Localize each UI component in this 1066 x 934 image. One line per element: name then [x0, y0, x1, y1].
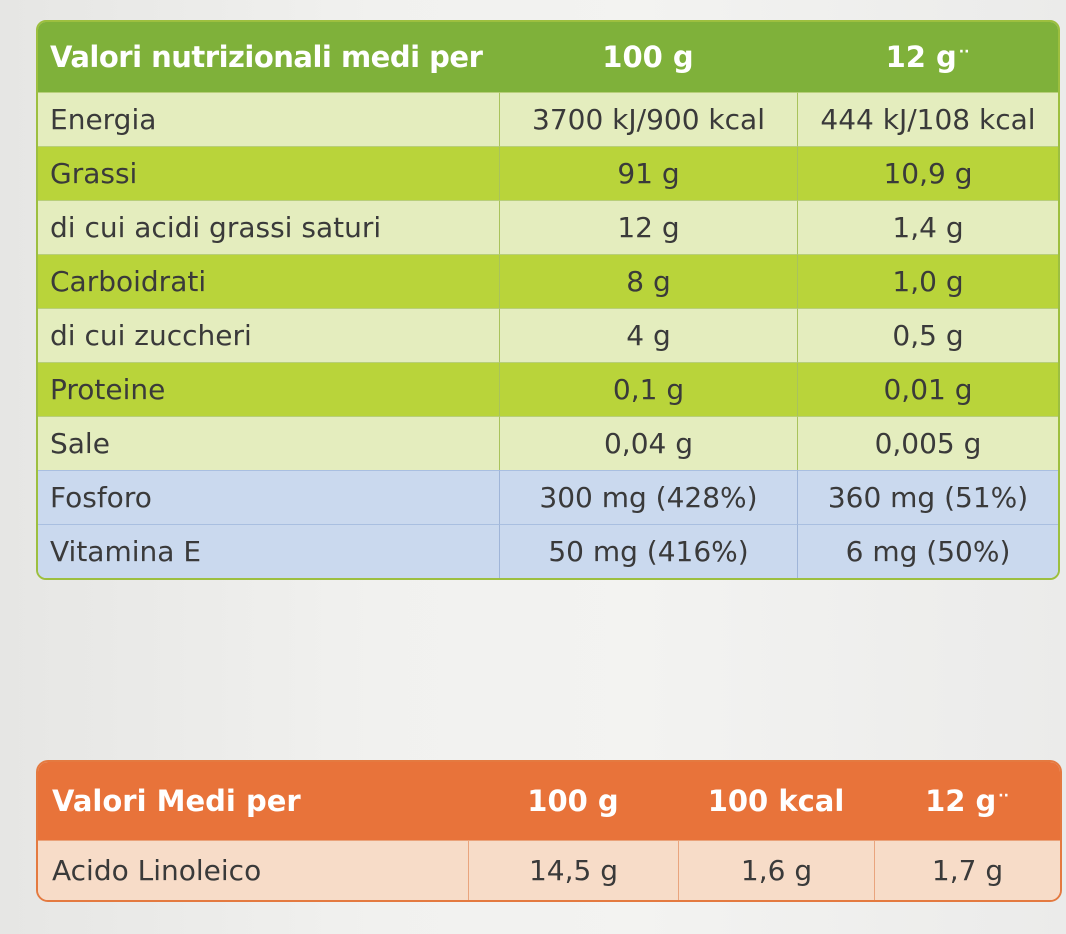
nutrition-table: Valori nutrizionali medi per 100 g 12 g ·… [36, 20, 1060, 580]
linoleic-header-label: Valori Medi per [38, 762, 468, 840]
value-per12: 1,0 g [797, 254, 1058, 308]
nutrition-header-label: Valori nutrizionali medi per [38, 22, 499, 92]
value-per100: 50 mg (416%) [499, 524, 797, 578]
value-per12: 360 mg (51%) [797, 470, 1058, 524]
value-per12: 0,5 g [797, 308, 1058, 362]
linoleic-header-per12-text: 12 g [925, 784, 997, 818]
linoleic-header-row: Valori Medi per 100 g 100 kcal 12 g ·· [38, 762, 1060, 840]
table-row: Sale 0,04 g 0,005 g [38, 416, 1058, 470]
value-per12: 6 mg (50%) [797, 524, 1058, 578]
value-per100: 91 g [499, 146, 797, 200]
nutrition-header-per100: 100 g [499, 22, 797, 92]
value-per12: 0,005 g [797, 416, 1058, 470]
table-row: Grassi 91 g 10,9 g [38, 146, 1058, 200]
value-per12: 1,7 g [874, 840, 1060, 900]
table-row: Proteine 0,1 g 0,01 g [38, 362, 1058, 416]
table-row: Fosforo 300 mg (428%) 360 mg (51%) [38, 470, 1058, 524]
linoleic-header-per100kcal: 100 kcal [678, 762, 874, 840]
value-per100: 4 g [499, 308, 797, 362]
nutrient-label: Fosforo [38, 470, 499, 524]
value-per12: 0,01 g [797, 362, 1058, 416]
linoleic-acid-table: Valori Medi per 100 g 100 kcal 12 g ·· Ac… [36, 760, 1062, 902]
table-row: di cui zuccheri 4 g 0,5 g [38, 308, 1058, 362]
value-per100: 8 g [499, 254, 797, 308]
nutrient-label: di cui acidi grassi saturi [38, 200, 499, 254]
nutrient-label: Proteine [38, 362, 499, 416]
nutrient-label: Sale [38, 416, 499, 470]
footnote-marker: ·· [958, 44, 970, 61]
table-row: Energia 3700 kJ/900 kcal 444 kJ/108 kcal [38, 92, 1058, 146]
nutrient-label: Vitamina E [38, 524, 499, 578]
nutrient-label: di cui zuccheri [38, 308, 499, 362]
nutrition-header-per12-text: 12 g [885, 40, 957, 74]
table-row: Carboidrati 8 g 1,0 g [38, 254, 1058, 308]
value-per100: 0,04 g [499, 416, 797, 470]
table-row: Vitamina E 50 mg (416%) 6 mg (50%) [38, 524, 1058, 578]
nutrient-label: Acido Linoleico [38, 840, 468, 900]
table-row: Acido Linoleico 14,5 g 1,6 g 1,7 g [38, 840, 1060, 900]
value-per100: 300 mg (428%) [499, 470, 797, 524]
nutrient-label: Grassi [38, 146, 499, 200]
value-per100: 3700 kJ/900 kcal [499, 92, 797, 146]
nutrition-header-per12: 12 g ·· [797, 22, 1058, 92]
value-per12: 10,9 g [797, 146, 1058, 200]
value-per100: 12 g [499, 200, 797, 254]
footnote-marker: ·· [998, 788, 1009, 805]
value-per100kcal: 1,6 g [678, 840, 874, 900]
nutrient-label: Energia [38, 92, 499, 146]
value-per12: 444 kJ/108 kcal [797, 92, 1058, 146]
table-row: di cui acidi grassi saturi 12 g 1,4 g [38, 200, 1058, 254]
nutrition-header-row: Valori nutrizionali medi per 100 g 12 g ·… [38, 22, 1058, 92]
value-per100g: 14,5 g [468, 840, 678, 900]
value-per12: 1,4 g [797, 200, 1058, 254]
value-per100: 0,1 g [499, 362, 797, 416]
linoleic-header-per100g: 100 g [468, 762, 678, 840]
nutrient-label: Carboidrati [38, 254, 499, 308]
linoleic-header-per12: 12 g ·· [874, 762, 1060, 840]
